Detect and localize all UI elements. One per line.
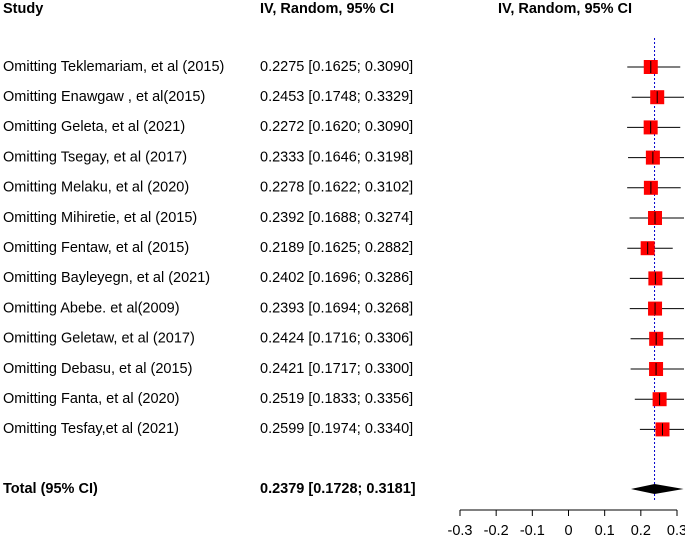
column-header: Study bbox=[3, 1, 43, 17]
study-label: Omitting Melaku, et al (2020) bbox=[3, 180, 189, 196]
ci-label: 0.2333 [0.1646; 0.3198] bbox=[260, 149, 413, 165]
x-tick-label: -0.1 bbox=[520, 523, 545, 539]
ci-label: 0.2272 [0.1620; 0.3090] bbox=[260, 119, 413, 135]
x-tick-label: -0.3 bbox=[448, 523, 473, 539]
x-tick-label: 0.3 bbox=[667, 523, 685, 539]
study-label: Omitting Mihiretie, et al (2015) bbox=[3, 210, 197, 226]
study-label: Omitting Fanta, et al (2020) bbox=[3, 391, 180, 407]
study-label: Omitting Abebe. et al(2009) bbox=[3, 300, 180, 316]
ci-label: 0.2392 [0.1688; 0.3274] bbox=[260, 210, 413, 226]
x-tick-label: 0 bbox=[564, 523, 572, 539]
ci-label: 0.2402 [0.1696; 0.3286] bbox=[260, 270, 413, 286]
column-header: IV, Random, 95% CI bbox=[498, 1, 632, 17]
x-tick-label: 0.1 bbox=[595, 523, 615, 539]
study-label: Omitting Bayleyegn, et al (2021) bbox=[3, 270, 210, 286]
x-tick-label: 0.2 bbox=[631, 523, 651, 539]
ci-label: 0.2189 [0.1625; 0.2882] bbox=[260, 240, 413, 256]
total-diamond bbox=[630, 484, 684, 494]
study-label: Omitting Geletaw, et al (2017) bbox=[3, 331, 195, 347]
total-label: Total (95% CI) bbox=[3, 481, 98, 497]
plot-area bbox=[627, 38, 684, 500]
ci-label: 0.2453 [0.1748; 0.3329] bbox=[260, 89, 413, 105]
total-value-label: 0.2379 [0.1728; 0.3181] bbox=[260, 481, 416, 497]
study-label: Omitting Enawgaw , et al(2015) bbox=[3, 89, 205, 105]
study-label: Omitting Fentaw, et al (2015) bbox=[3, 240, 189, 256]
x-tick-label: -0.2 bbox=[484, 523, 509, 539]
ci-label: 0.2421 [0.1717; 0.3300] bbox=[260, 361, 413, 377]
ci-label: 0.2599 [0.1974; 0.3340] bbox=[260, 421, 413, 437]
ci-label: 0.2393 [0.1694; 0.3268] bbox=[260, 300, 413, 316]
study-label: Omitting Debasu, et al (2015) bbox=[3, 361, 192, 377]
ci-label: 0.2278 [0.1622; 0.3102] bbox=[260, 180, 413, 196]
column-header: IV, Random, 95% CI bbox=[260, 1, 394, 17]
study-label: Omitting Teklemariam, et al (2015) bbox=[3, 59, 224, 75]
study-label: Omitting Geleta, et al (2021) bbox=[3, 119, 185, 135]
ci-label: 0.2275 [0.1625; 0.3090] bbox=[260, 59, 413, 75]
ci-label: 0.2424 [0.1716; 0.3306] bbox=[260, 331, 413, 347]
ci-label: 0.2519 [0.1833; 0.3356] bbox=[260, 391, 413, 407]
study-label: Omitting Tsegay, et al (2017) bbox=[3, 149, 187, 165]
study-label: Omitting Tesfay,et al (2021) bbox=[3, 421, 179, 437]
